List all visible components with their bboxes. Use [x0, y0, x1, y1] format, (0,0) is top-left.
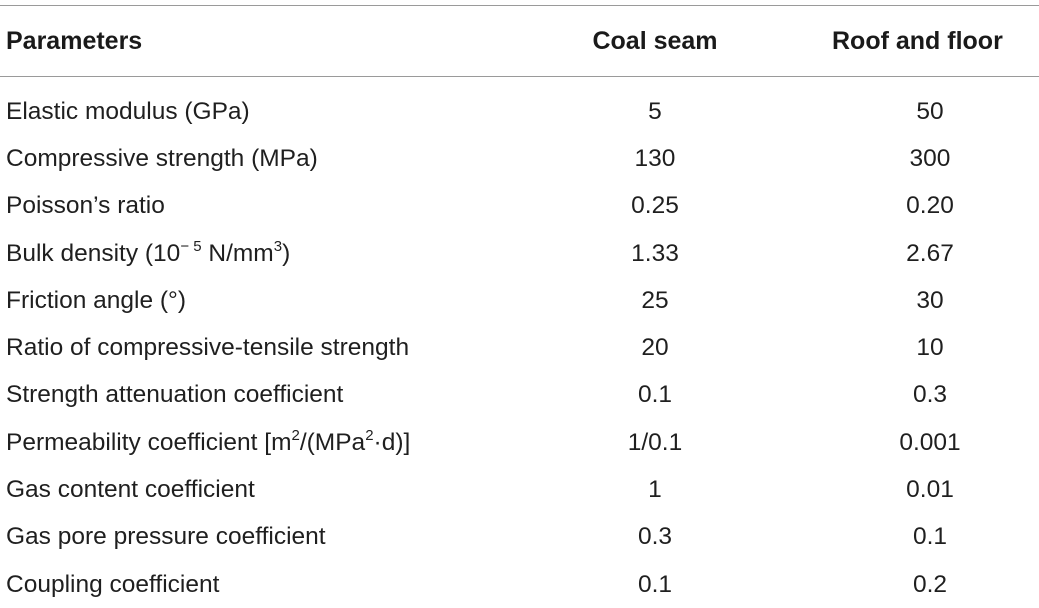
cell-parameter: Gas content coefficient	[6, 476, 255, 504]
cell-parameter-text: N/mm	[201, 239, 274, 267]
cell-coal-seam: 20	[641, 334, 669, 362]
table-header-row: Parameters Coal seam Roof and floor	[0, 18, 1039, 64]
table-row: Friction angle (°) 25 30	[0, 277, 1039, 324]
cell-parameter-text: Permeability coefficient [m	[6, 428, 292, 456]
cell-parameter-text: ·d)]	[373, 428, 411, 456]
cell-parameter-text: /(MPa	[299, 428, 366, 456]
cell-coal-seam: 1/0.1	[627, 428, 683, 456]
cell-parameter: Permeability coefficient [m2/(MPa2·d)]	[6, 426, 411, 457]
cell-coal-seam: 5	[648, 97, 662, 125]
table-row: Compressive strength (MPa) 130 300	[0, 135, 1039, 182]
table-row: Permeability coefficient [m2/(MPa2·d)] 1…	[0, 419, 1039, 466]
cell-parameter: Friction angle (°)	[6, 286, 186, 314]
header-coal-seam: Coal seam	[592, 26, 718, 55]
cell-parameter: Ratio of compressive-tensile strength	[6, 334, 410, 362]
table-row: Coupling coefficient 0.1 0.2	[0, 561, 1039, 608]
cell-parameter: Gas pore pressure coefficient	[6, 523, 326, 551]
table-row: Elastic modulus (GPa) 5 50	[0, 88, 1039, 135]
cell-parameter-text: Bulk density (10	[6, 239, 181, 267]
cell-parameter-superscript: 2	[291, 426, 300, 444]
cell-parameter: Bulk density (10− 5 N/mm3)	[6, 237, 291, 268]
cell-coal-seam: 130	[634, 144, 676, 172]
cell-parameter-superscript: 3	[273, 237, 283, 255]
cell-coal-seam: 0.1	[637, 570, 673, 598]
table-row: Ratio of compressive-tensile strength 20…	[0, 324, 1039, 371]
table-top-rule	[0, 5, 1039, 6]
cell-roof-and-floor: 300	[909, 144, 951, 172]
cell-parameter: Compressive strength (MPa)	[6, 144, 318, 172]
cell-parameter: Elastic modulus (GPa)	[6, 97, 250, 125]
cell-roof-and-floor: 0.2	[912, 570, 948, 598]
cell-roof-and-floor: 50	[916, 97, 944, 125]
cell-coal-seam: 0.1	[637, 381, 673, 409]
cell-coal-seam: 1.33	[631, 239, 679, 267]
cell-parameter: Strength attenuation coefficient	[6, 381, 344, 409]
cell-parameter: Coupling coefficient	[6, 570, 220, 598]
cell-parameter-superscript: − 5	[180, 237, 202, 255]
cell-parameter-text: )	[282, 239, 291, 267]
cell-parameter-superscript: 2	[365, 426, 374, 444]
cell-roof-and-floor: 2.67	[906, 239, 954, 267]
table-row: Bulk density (10− 5 N/mm3) 1.33 2.67	[0, 230, 1039, 277]
cell-roof-and-floor: 0.20	[906, 192, 954, 220]
cell-roof-and-floor: 0.3	[912, 381, 948, 409]
header-roof-and-floor: Roof and floor	[832, 26, 1003, 55]
table-row: Strength attenuation coefficient 0.1 0.3	[0, 372, 1039, 419]
table-header-rule	[0, 76, 1039, 77]
cell-roof-and-floor: 0.1	[912, 523, 948, 551]
table-row: Gas pore pressure coefficient 0.3 0.1	[0, 514, 1039, 561]
cell-roof-and-floor: 10	[916, 334, 944, 362]
cell-coal-seam: 1	[648, 476, 662, 504]
table-row: Poisson’s ratio 0.25 0.20	[0, 183, 1039, 230]
cell-coal-seam: 0.25	[631, 192, 679, 220]
cell-coal-seam: 0.3	[637, 523, 673, 551]
cell-roof-and-floor: 0.01	[906, 476, 954, 504]
table-row: Gas content coefficient 1 0.01	[0, 466, 1039, 513]
cell-coal-seam: 25	[641, 286, 669, 314]
cell-parameter: Poisson’s ratio	[6, 192, 165, 220]
cell-roof-and-floor: 0.001	[899, 428, 961, 456]
header-parameters: Parameters	[6, 26, 143, 55]
table-body: Elastic modulus (GPa) 5 50 Compressive s…	[0, 88, 1039, 608]
cell-roof-and-floor: 30	[916, 286, 944, 314]
